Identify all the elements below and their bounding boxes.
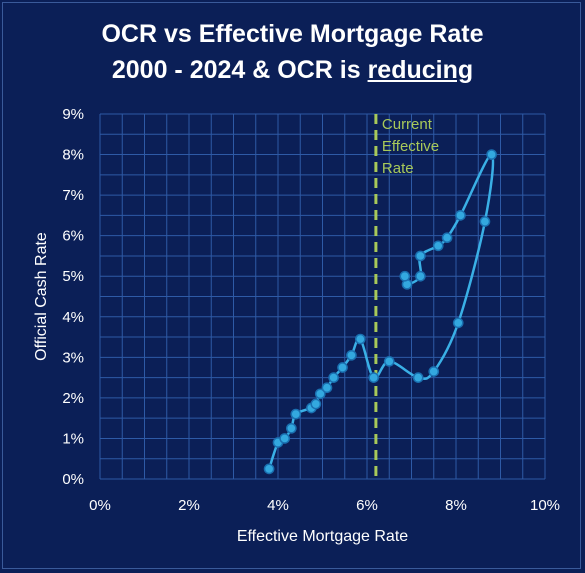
x-tick-label: 4% — [267, 497, 289, 514]
y-tick-label: 0% — [62, 471, 84, 488]
data-point — [428, 366, 440, 377]
x-axis-label: Effective Mortgage Rate — [237, 528, 408, 545]
x-tick-label: 10% — [530, 497, 560, 514]
data-point — [263, 463, 275, 475]
reference-line-label: Rate — [382, 160, 414, 177]
y-axis-label: Official Cash Rate — [33, 232, 50, 361]
data-point — [346, 349, 357, 361]
y-tick-label: 4% — [62, 309, 84, 326]
data-point — [415, 250, 426, 262]
data-point — [328, 372, 339, 383]
reference-line-label: Current — [382, 116, 433, 133]
data-point — [368, 372, 380, 383]
data-point — [321, 382, 333, 394]
reference-line-group: Current Effective Rate — [374, 114, 439, 479]
reference-line-label: Effective — [382, 138, 439, 155]
data-point — [455, 210, 466, 221]
data-point — [337, 362, 348, 373]
data-point — [286, 422, 297, 434]
x-axis-ticks: 0% 2% 4% 6% 8% 10% — [89, 497, 560, 514]
data-point — [415, 270, 426, 282]
data-point — [412, 372, 424, 383]
data-point — [479, 216, 491, 227]
y-tick-label: 7% — [62, 187, 84, 204]
y-tick-label: 2% — [62, 390, 84, 407]
y-tick-label: 3% — [62, 349, 84, 366]
data-point — [310, 398, 322, 410]
data-point — [290, 408, 302, 420]
y-tick-label: 5% — [62, 268, 84, 285]
data-point — [432, 240, 444, 252]
y-tick-label: 8% — [62, 147, 84, 164]
chart-title-line1: OCR vs Effective Mortgage Rate — [101, 20, 484, 48]
x-tick-label: 8% — [445, 497, 467, 514]
x-tick-label: 6% — [356, 497, 378, 514]
series-group — [263, 149, 497, 475]
series-line — [267, 153, 495, 471]
x-tick-label: 2% — [178, 497, 200, 514]
data-point — [452, 317, 464, 329]
title-underlined-word: reducing — [367, 56, 474, 84]
y-tick-label: 1% — [62, 430, 84, 447]
y-tick-label: 9% — [62, 106, 84, 123]
y-tick-label: 6% — [62, 228, 84, 245]
title-line2-prefix: 2000 - 2024 & OCR is — [111, 56, 368, 84]
chart-frame — [2, 2, 581, 569]
data-point — [279, 433, 291, 444]
x-tick-label: 0% — [89, 497, 111, 514]
data-point — [354, 333, 366, 345]
y-axis-ticks: 0% 1% 2% 3% 4% 5% 6% 7% 8% 9% — [62, 106, 84, 488]
data-point — [441, 232, 453, 244]
chart-title-line2: 2000 - 2024 & OCR is reducing — [0, 54, 585, 86]
grid — [99, 113, 546, 480]
data-point — [314, 388, 326, 400]
data-point — [399, 270, 411, 282]
data-point — [486, 149, 497, 160]
data-point — [383, 356, 395, 367]
